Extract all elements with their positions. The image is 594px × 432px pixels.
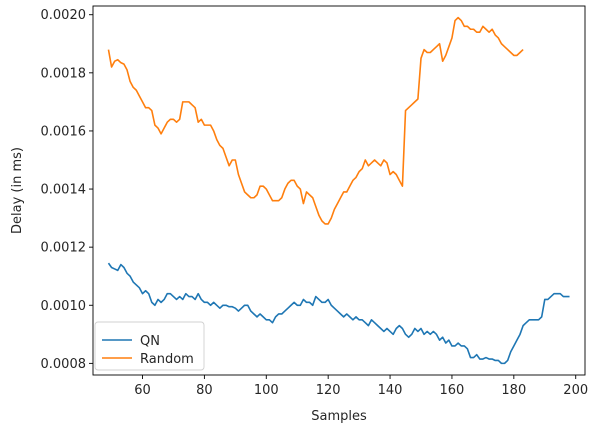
- x-tick-label: 120: [316, 383, 341, 398]
- x-tick-label: 80: [196, 383, 213, 398]
- plot-area: [93, 6, 585, 375]
- y-tick-label: 0.0012: [41, 241, 87, 256]
- legend: QN Random: [94, 321, 205, 371]
- y-axis-label: Delay (in ms): [10, 147, 25, 234]
- x-tick-label: 180: [501, 383, 526, 398]
- y-tick-label: 0.0014: [41, 183, 87, 198]
- series-line-random: [107, 16, 524, 225]
- x-tick-label: 200: [563, 383, 588, 398]
- y-tick-label: 0.0020: [41, 8, 87, 23]
- y-tick-label: 0.0016: [41, 124, 87, 139]
- x-axis-label: Samples: [311, 409, 367, 424]
- x-tick-label: 160: [440, 383, 465, 398]
- x-tick-label: 60: [134, 383, 151, 398]
- x-tick-label: 140: [378, 383, 403, 398]
- plot-frame: [92, 5, 586, 376]
- y-axis-ticks: 0.0008 0.0010 0.0012 0.0014 0.0016 0.0018 0.00…: [41, 8, 93, 372]
- x-axis-ticks: 60 80 100 120 140 160 180 200: [134, 375, 588, 398]
- legend-label-random: Random: [140, 352, 194, 367]
- series-lines: [107, 16, 570, 365]
- legend-label-qn: QN: [140, 334, 160, 349]
- y-tick-label: 0.0008: [41, 357, 87, 372]
- y-tick-label: 0.0018: [41, 66, 87, 81]
- series-line-qn: [107, 262, 570, 365]
- x-tick-label: 100: [254, 383, 279, 398]
- y-tick-label: 0.0010: [41, 299, 87, 314]
